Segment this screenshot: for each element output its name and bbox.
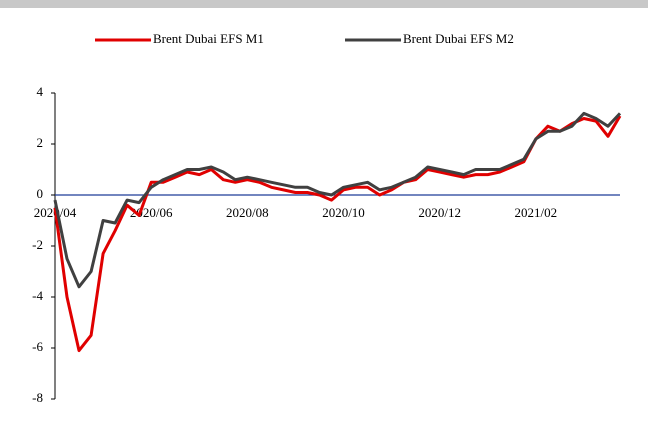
y-tick-label: -4 [32, 288, 43, 303]
y-tick-label: 2 [37, 135, 44, 150]
x-tick-label: 2021/02 [515, 205, 558, 220]
x-tick-label: 2020/10 [322, 205, 365, 220]
legend-label: Brent Dubai EFS M1 [153, 31, 264, 46]
top-bar [0, 0, 648, 8]
y-tick-label: 4 [37, 84, 44, 99]
y-tick-label: -6 [32, 339, 43, 354]
y-tick-label: -8 [32, 390, 43, 405]
x-tick-label: 2020/12 [418, 205, 461, 220]
series-line [53, 111, 622, 289]
x-tick-label: 2020/08 [226, 205, 269, 220]
y-tick-label: 0 [37, 186, 44, 201]
series-line [53, 115, 622, 353]
y-tick-label: -2 [32, 237, 43, 252]
legend-label: Brent Dubai EFS M2 [403, 31, 514, 46]
